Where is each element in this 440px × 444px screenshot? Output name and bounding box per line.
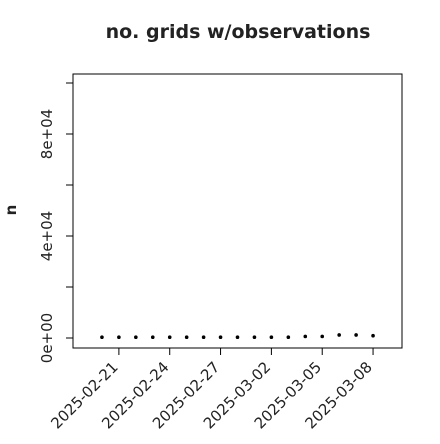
point: [167, 335, 172, 340]
point: [320, 334, 325, 339]
y-tick-label: 0e+00: [38, 313, 56, 363]
point: [235, 335, 240, 340]
plot-frame: [72, 73, 403, 349]
point: [117, 335, 121, 340]
point: [269, 335, 274, 340]
point: [134, 335, 138, 340]
point: [337, 333, 341, 337]
point: [100, 335, 104, 340]
point: [201, 335, 206, 340]
point: [252, 335, 257, 340]
chart-title: no. grids w/observations: [106, 21, 371, 43]
point: [286, 335, 291, 340]
point: [371, 333, 375, 338]
point: [303, 334, 308, 339]
y-axis-label: n: [2, 205, 20, 216]
y-tick-label: 8e+04: [38, 109, 56, 159]
point: [184, 335, 189, 340]
point: [150, 335, 155, 340]
point: [354, 333, 358, 337]
point: [218, 335, 223, 340]
y-tick-label: 4e+04: [38, 211, 56, 261]
